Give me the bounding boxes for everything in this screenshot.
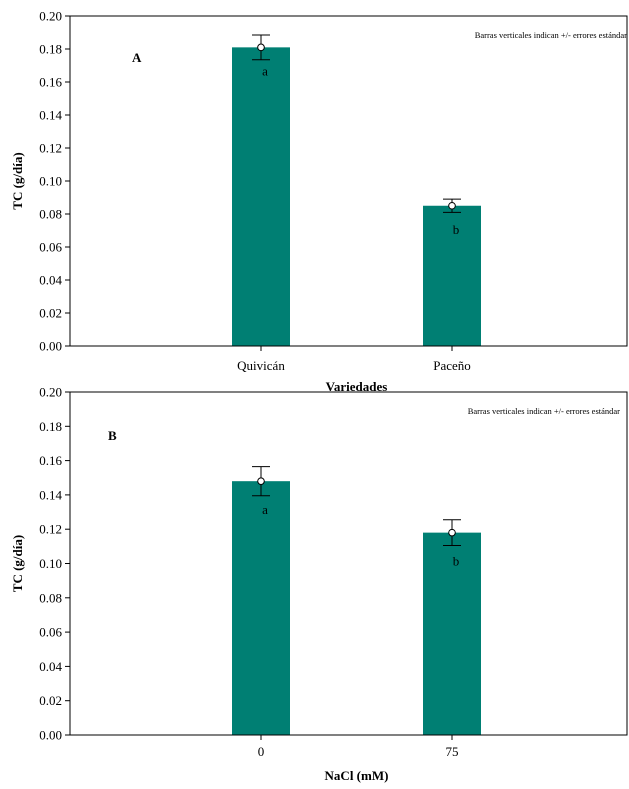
y-axis-title: TC (g/día) [10, 152, 25, 209]
y-tick-label: 0.10 [39, 174, 62, 189]
y-tick-label: 0.04 [39, 659, 62, 674]
significance-letter: a [262, 63, 268, 78]
panel-b: 0.00 0.02 0.04 0.06 0.08 0.10 0.12 0.14 0.16 0.18… [10, 385, 628, 783]
plot-frame [69, 15, 628, 347]
panel-letter: A [132, 50, 142, 65]
significance-letter: b [453, 222, 460, 237]
y-tick-label: 0.20 [39, 9, 62, 24]
y-tick-label: 0.10 [39, 556, 62, 571]
x-tick-label: Quivicán [237, 358, 285, 373]
bar-0 [232, 481, 290, 735]
panel-a: 0.00 0.02 0.04 0.06 0.08 0.10 0.12 0.14 0.16 0.18… [10, 9, 628, 394]
y-tick-label: 0.20 [39, 385, 62, 400]
y-tick-label: 0.06 [39, 625, 62, 640]
y-tick-label: 0.02 [39, 306, 62, 321]
y-tick-label: 0.14 [39, 487, 62, 502]
y-tick-label: 0.02 [39, 693, 62, 708]
x-tick-label: 75 [446, 744, 459, 759]
y-axis-title: TC (g/día) [10, 535, 25, 592]
y-tick-label: 0.06 [39, 240, 62, 255]
y-tick-label: 0.18 [39, 42, 62, 57]
y-tick-label: 0.08 [39, 590, 62, 605]
y-tick-label: 0.00 [39, 339, 62, 354]
y-tick-label: 0.00 [39, 728, 62, 743]
bar-1 [423, 205, 481, 346]
bar-1 [423, 532, 481, 735]
significance-letter: a [262, 502, 268, 517]
mean-marker [257, 43, 265, 52]
chart-note: Barras verticales indican +/- errores es… [475, 30, 627, 40]
y-tick-label: 0.12 [39, 522, 62, 537]
y-tick-label: 0.08 [39, 207, 62, 222]
y-tick-label: 0.12 [39, 141, 62, 156]
y-tick-label: 0.04 [39, 273, 62, 288]
mean-marker [257, 477, 265, 485]
mean-marker [448, 201, 456, 210]
x-tick-label: Paceño [433, 358, 471, 373]
chart-note: Barras verticales indican +/- errores es… [468, 406, 620, 416]
plot-frame [69, 391, 628, 736]
x-tick-label: 0 [258, 744, 265, 759]
y-tick-label: 0.16 [39, 75, 62, 90]
x-axis-title: NaCl (mM) [325, 768, 389, 783]
y-tick-label: 0.18 [39, 419, 62, 434]
panel-letter: B [108, 428, 117, 443]
significance-letter: b [453, 554, 460, 569]
mean-marker [448, 528, 456, 537]
x-axis-title: Variedades [326, 379, 388, 394]
bar-0 [232, 47, 290, 346]
y-tick-label: 0.14 [39, 108, 62, 123]
y-tick-label: 0.16 [39, 453, 62, 468]
